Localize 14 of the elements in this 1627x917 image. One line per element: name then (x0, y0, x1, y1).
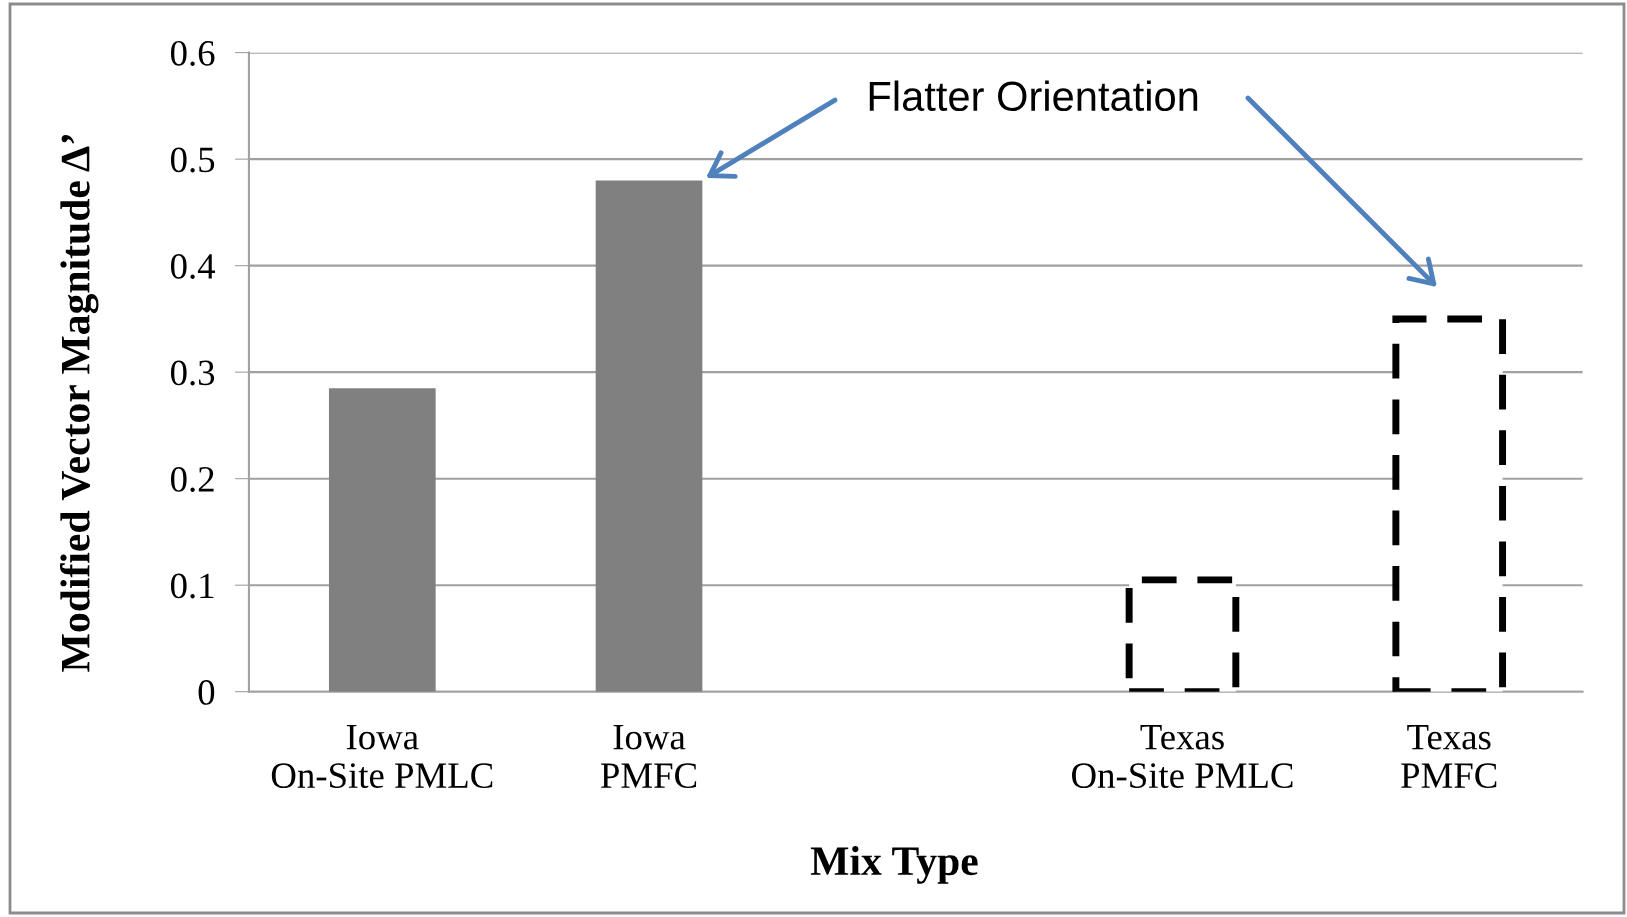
y-tick-label: 0.6 (170, 40, 215, 66)
y-tick-label: 0 (198, 679, 215, 705)
x-tick-label: Iowa PMFC (600, 725, 697, 789)
x-tick-label: Iowa On-Site PMLC (271, 725, 493, 789)
y-tick-label: 0.1 (170, 573, 214, 599)
y-tick-label: 0.3 (170, 360, 215, 386)
annotation: Flatter Orientation (869, 80, 1198, 112)
x-axis-title: Mix Type (810, 845, 978, 884)
y-tick-label: 0.4 (170, 253, 216, 279)
y-tick-label: 0.5 (170, 147, 215, 173)
x-tick-label: Texas On-Site PMLC (1072, 725, 1293, 789)
y-axis-title: Modified Vector Magnitude Δ’ (59, 134, 99, 672)
x-tick-label: Texas PMFC (1401, 725, 1497, 789)
y-tick-label: 0.2 (170, 466, 214, 492)
